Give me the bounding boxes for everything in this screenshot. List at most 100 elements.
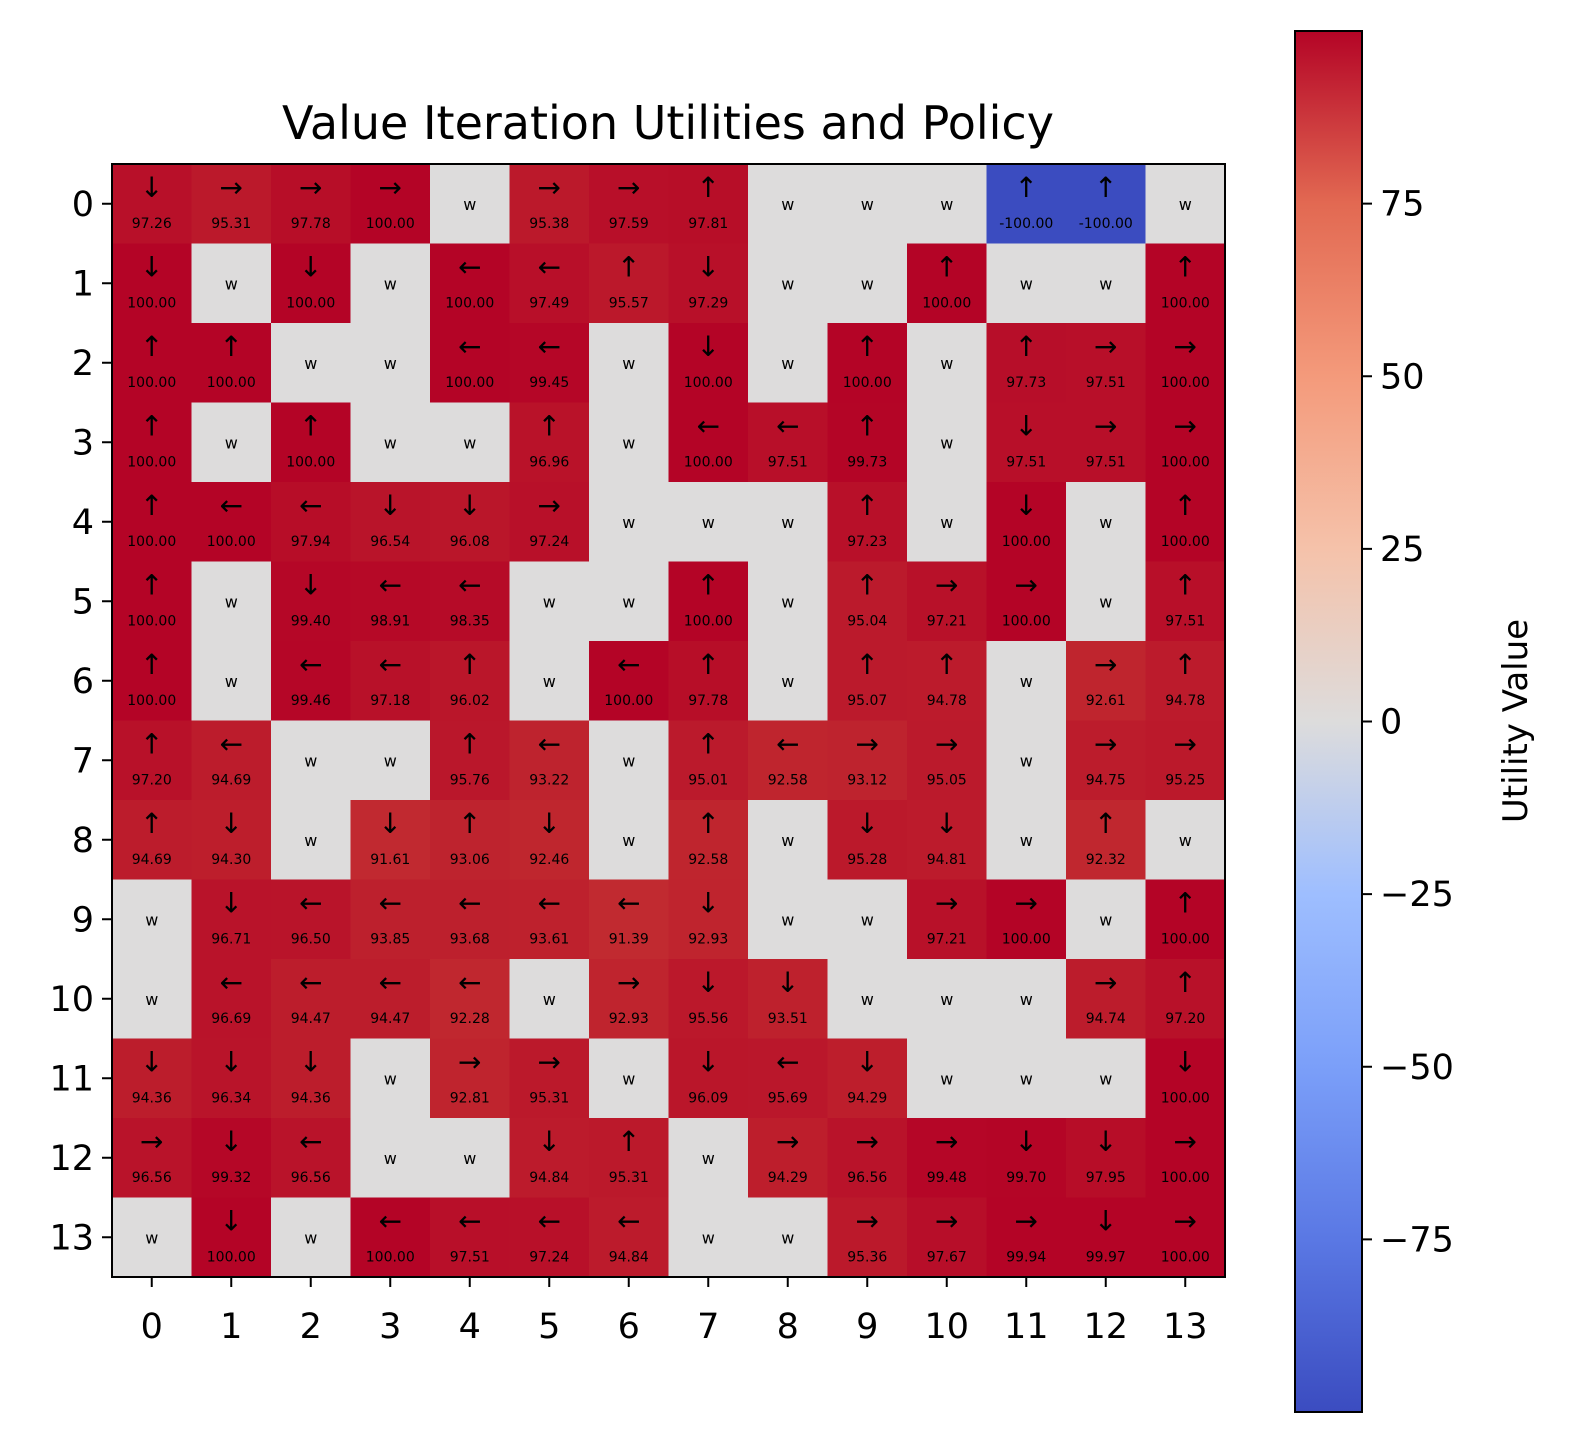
utility-value-label: 99.45: [529, 375, 569, 391]
wall-label: w: [1179, 195, 1192, 214]
x-tick-label: 9: [856, 1307, 878, 1347]
utility-cell: [986, 1118, 1067, 1199]
policy-arrow: →: [1174, 1125, 1197, 1158]
utility-cell: [509, 164, 590, 245]
utility-cell: [668, 561, 749, 642]
wall-cell: [748, 561, 829, 642]
utility-cell: [191, 482, 272, 563]
utility-value-label: 100.00: [1161, 534, 1210, 550]
x-tick-label: 3: [379, 1307, 401, 1347]
wall-cell: [748, 1197, 829, 1278]
policy-arrow: →: [1015, 569, 1038, 602]
policy-arrow: →: [617, 966, 640, 999]
utility-value-label: -100.00: [999, 216, 1053, 232]
utility-value-label: 100.00: [207, 375, 256, 391]
wall-cell: [350, 1118, 431, 1199]
utility-value-label: 93.68: [450, 932, 490, 948]
utility-value-label: 100.00: [1161, 1250, 1210, 1266]
policy-arrow: →: [935, 1125, 958, 1158]
wall-cell: [827, 879, 908, 960]
policy-arrow: ←: [299, 966, 322, 999]
wall-cell: [748, 164, 829, 245]
policy-arrow: ↑: [140, 489, 163, 522]
wall-label: w: [384, 354, 397, 373]
wall-cell: [827, 164, 908, 245]
utility-value-label: 95.07: [847, 693, 887, 709]
wall-cell: [748, 800, 829, 881]
policy-arrow: ↑: [1174, 648, 1197, 681]
policy-arrow: ←: [458, 251, 481, 284]
utility-cell: [430, 641, 511, 722]
wall-label: w: [781, 592, 794, 611]
wall-cell: [907, 402, 988, 483]
wall-label: w: [1020, 672, 1033, 691]
utility-value-label: 96.34: [211, 1091, 251, 1107]
policy-arrow: →: [856, 728, 879, 761]
policy-arrow: ↓: [935, 807, 958, 840]
utility-cell: [430, 720, 511, 801]
x-axis: 0 1 2 3 4 5 6 7 8 9 10 11 12 13: [141, 1277, 1208, 1347]
wall-label: w: [781, 354, 794, 373]
policy-arrow: ←: [538, 728, 561, 761]
wall-label: w: [1099, 274, 1112, 293]
policy-arrow: ↓: [538, 1125, 561, 1158]
y-tick-label: 7: [72, 741, 94, 781]
policy-arrow: ←: [617, 887, 640, 920]
utility-cell: [509, 243, 590, 324]
utility-cell: [271, 879, 352, 960]
policy-arrow: ↑: [458, 728, 481, 761]
policy-arrow: ↓: [140, 251, 163, 284]
utility-value-label: 92.93: [688, 932, 728, 948]
wall-cell: [271, 720, 352, 801]
policy-arrow: ↓: [299, 251, 322, 284]
utility-value-label: 95.31: [529, 1091, 569, 1107]
utility-cell: [430, 1197, 511, 1278]
utility-value-label: 100.00: [366, 216, 415, 232]
utility-value-label: 97.49: [529, 296, 569, 312]
utility-value-label: 97.95: [1086, 1170, 1126, 1186]
utility-cell: [430, 323, 511, 404]
policy-arrow: ↑: [538, 410, 561, 443]
utility-cell: [112, 800, 193, 881]
utility-cell: [1145, 1118, 1226, 1199]
utility-cell: [668, 879, 749, 960]
utility-cell: [907, 243, 988, 324]
wall-cell: [350, 243, 431, 324]
wall-cell: [907, 1038, 988, 1119]
utility-value-label: 100.00: [843, 375, 892, 391]
policy-arrow: ←: [538, 330, 561, 363]
utility-value-label: 100.00: [1161, 932, 1210, 948]
policy-arrow: ←: [697, 410, 720, 443]
policy-arrow: ↑: [856, 330, 879, 363]
wall-label: w: [384, 751, 397, 770]
utility-value-label: 97.24: [529, 1250, 569, 1266]
utility-value-label: 100.00: [1161, 375, 1210, 391]
policy-arrow: →: [776, 1125, 799, 1158]
utility-cell: [509, 402, 590, 483]
policy-arrow: →: [1094, 330, 1117, 363]
utility-value-label: 97.51: [1086, 375, 1126, 391]
utility-value-label: 96.71: [211, 932, 251, 948]
utility-cell: [748, 1038, 829, 1119]
policy-arrow: ←: [379, 648, 402, 681]
policy-arrow: →: [935, 887, 958, 920]
utility-value-label: 92.32: [1086, 852, 1126, 868]
policy-arrow: →: [856, 1125, 879, 1158]
utility-value-label: 94.69: [211, 773, 251, 789]
utility-value-label: 92.28: [450, 1011, 490, 1027]
utility-value-label: 93.12: [847, 773, 887, 789]
wall-cell: [986, 959, 1067, 1040]
colorbar-label: Utility Value: [1496, 619, 1536, 823]
utility-value-label: 100.00: [127, 296, 176, 312]
utility-cell: [509, 323, 590, 404]
utility-cell: [191, 1038, 272, 1119]
utility-value-label: 97.51: [1006, 455, 1046, 471]
utility-value-label: 100.00: [286, 455, 335, 471]
wall-cell: [748, 323, 829, 404]
wall-label: w: [940, 433, 953, 452]
colorbar-tick-label: −50: [1380, 1048, 1454, 1088]
wall-cell: [1066, 482, 1147, 563]
utility-cell: [350, 959, 431, 1040]
utility-value-label: 97.94: [291, 534, 331, 550]
